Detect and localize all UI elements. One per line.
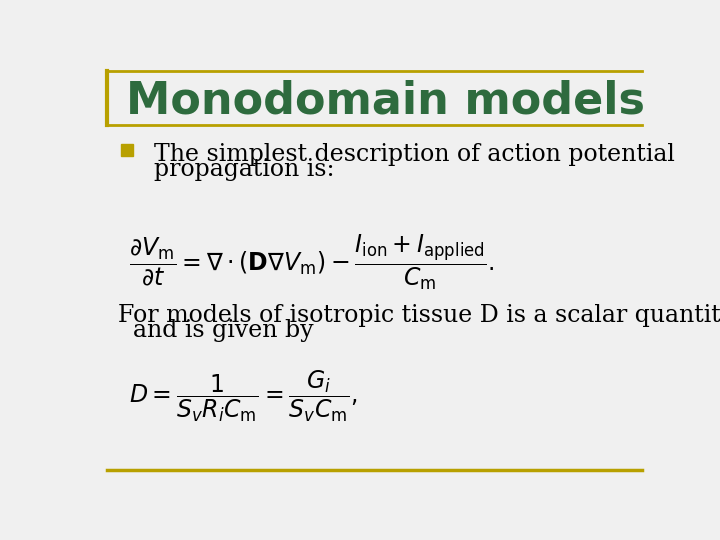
Text: For models of isotropic tissue D is a scalar quantity: For models of isotropic tissue D is a sc… (118, 304, 720, 327)
Text: $\dfrac{\partial V_{\mathrm{m}}}{\partial t} = \nabla \cdot (\mathbf{D} \nabla V: $\dfrac{\partial V_{\mathrm{m}}}{\partia… (129, 233, 495, 293)
Text: and is given by: and is given by (118, 319, 313, 342)
Text: The simplest description of action potential: The simplest description of action poten… (154, 143, 675, 166)
Bar (121, 144, 133, 156)
Text: $D = \dfrac{1}{S_v R_i C_{\mathrm{m}}} = \dfrac{G_i}{S_v C_{\mathrm{m}}},$: $D = \dfrac{1}{S_v R_i C_{\mathrm{m}}} =… (129, 368, 358, 424)
Text: propagation is:: propagation is: (154, 158, 335, 180)
Text: Monodomain models: Monodomain models (126, 79, 645, 123)
